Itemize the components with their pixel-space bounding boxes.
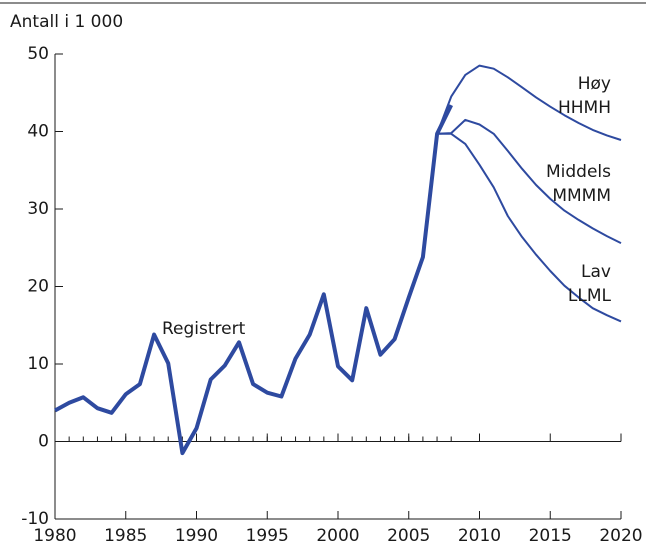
series-line <box>54 104 453 456</box>
y-tick-label: 40 <box>27 122 49 142</box>
y-tick-label: 30 <box>27 199 49 219</box>
series-line <box>437 132 622 323</box>
x-tick-label: 1985 <box>104 526 147 546</box>
y-tick-label: 50 <box>27 44 49 64</box>
series-label: Registrert <box>162 319 246 339</box>
y-tick-label: 10 <box>27 354 49 374</box>
x-tick-label: 2005 <box>387 526 430 546</box>
x-tick-label: 1995 <box>246 526 289 546</box>
series-line <box>436 64 622 141</box>
x-tick-label: 1980 <box>33 526 76 546</box>
series-label: Høy <box>578 74 611 94</box>
y-tick-label: -10 <box>21 509 49 529</box>
series-label: Middels <box>546 162 611 182</box>
series-code: LLML <box>568 286 612 306</box>
y-tick-label: 0 <box>38 432 49 452</box>
series-line <box>437 118 622 244</box>
series-label: Lav <box>581 262 611 282</box>
x-tick-label: 1990 <box>175 526 218 546</box>
series-code: MMMM <box>552 186 611 206</box>
x-tick-label: 2000 <box>316 526 359 546</box>
x-tick-label: 2010 <box>458 526 501 546</box>
x-tick-label: 2015 <box>529 526 572 546</box>
series-code: HHMH <box>558 98 611 118</box>
x-tick-label: 2020 <box>599 526 642 546</box>
y-axis-label: Antall i 1 000 <box>10 12 123 32</box>
y-tick-label: 20 <box>27 277 49 297</box>
